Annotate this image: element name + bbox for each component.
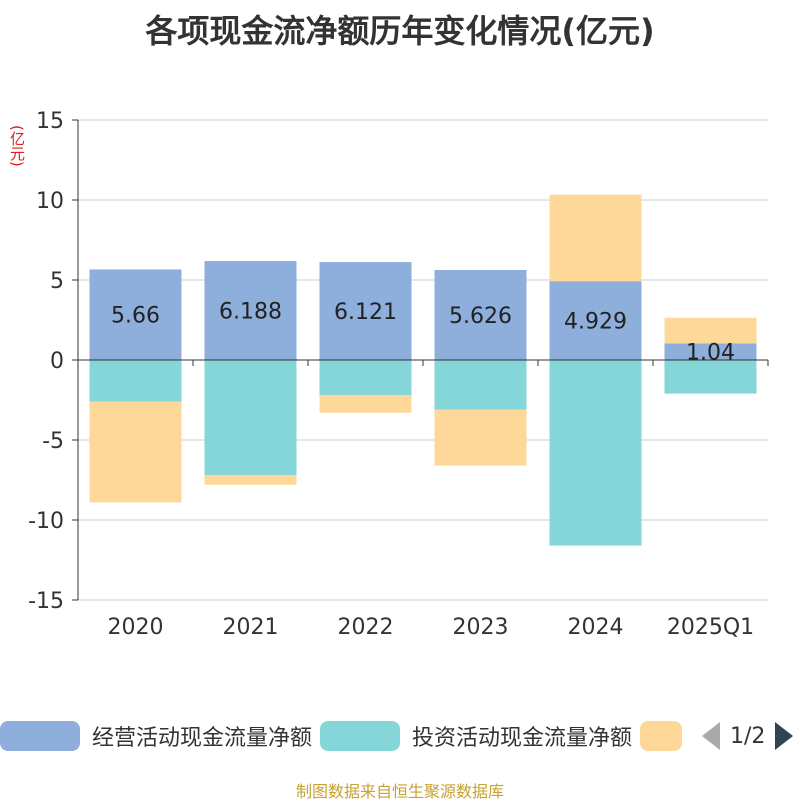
bar-2024-series-0 (549, 281, 642, 360)
x-tick-label-2025Q1: 2025Q1 (667, 615, 754, 640)
data-label-2021: 6.188 (219, 299, 282, 324)
bar-2021-series-2 (204, 475, 297, 485)
bar-2024-series-2 (549, 194, 642, 282)
y-axis-unit-label: (亿元) (8, 125, 26, 167)
bar-2020-series-0 (89, 269, 182, 360)
legend-item-investing[interactable]: 投资活动现金流量净额 (320, 714, 632, 758)
legend-item-third[interactable] (640, 714, 682, 758)
data-label-2025Q1: 1.04 (686, 341, 735, 366)
bar-2020-series-1 (89, 360, 182, 402)
legend-swatch-third (640, 721, 682, 751)
chart-legend: 经营活动现金流量净额 投资活动现金流量净额 1/2 (0, 714, 800, 758)
y-tick-label: 10 (36, 189, 64, 214)
x-tick-label-2022: 2022 (338, 615, 394, 640)
bar-2022-series-1 (319, 360, 412, 396)
bar-2021-series-1 (204, 360, 297, 476)
bar-2025Q1-series-1 (664, 360, 757, 394)
bar-2023-series-0 (434, 269, 527, 360)
bar-2022-series-2 (319, 395, 412, 413)
y-tick-label: -15 (28, 589, 64, 614)
legend-next-icon[interactable] (775, 722, 794, 750)
x-tick-label-2024: 2024 (568, 615, 624, 640)
y-tick-label: 5 (50, 269, 64, 294)
bar-2023-series-1 (434, 360, 527, 410)
legend-swatch-operating (0, 721, 80, 751)
data-label-2022: 6.121 (334, 300, 397, 325)
legend-prev-icon[interactable] (702, 722, 720, 750)
y-tick-label: -5 (42, 429, 64, 454)
chart-title: 各项现金流净额历年变化情况(亿元) (145, 12, 655, 50)
data-label-2024: 4.929 (564, 310, 627, 335)
bar-2024-series-1 (549, 360, 642, 546)
data-source-note: 制图数据来自恒生聚源数据库 (295, 782, 504, 801)
x-tick-label-2021: 2021 (223, 615, 279, 640)
bar-2025Q1-series-0 (664, 343, 757, 360)
y-tick-label: 15 (36, 109, 64, 134)
bar-2021-series-0 (204, 260, 297, 360)
data-label-2020: 5.66 (111, 304, 160, 329)
y-tick-label: 0 (50, 349, 64, 374)
legend-label-operating: 经营活动现金流量净额 (92, 726, 313, 751)
y-tick-label: -10 (28, 509, 64, 534)
bar-chart: 15 10 5 0 -5 -10 -15 5.66 6.188 6.121 5.626 4.929 1.… (28, 109, 769, 640)
bar-2025Q1-series-2 (664, 317, 757, 344)
legend-swatch-investing (320, 721, 400, 751)
bar-2022-series-0 (319, 262, 412, 360)
x-tick-label-2023: 2023 (453, 615, 509, 640)
legend-page-indicator: 1/2 (730, 723, 766, 749)
legend-item-operating[interactable]: 经营活动现金流量净额 (0, 714, 312, 758)
legend-pager: 1/2 (702, 714, 794, 758)
bar-2020-series-2 (89, 401, 182, 503)
x-tick-label-2020: 2020 (108, 615, 164, 640)
legend-label-investing: 投资活动现金流量净额 (412, 726, 633, 751)
data-label-2023: 5.626 (449, 304, 512, 329)
bar-2023-series-2 (434, 409, 527, 466)
